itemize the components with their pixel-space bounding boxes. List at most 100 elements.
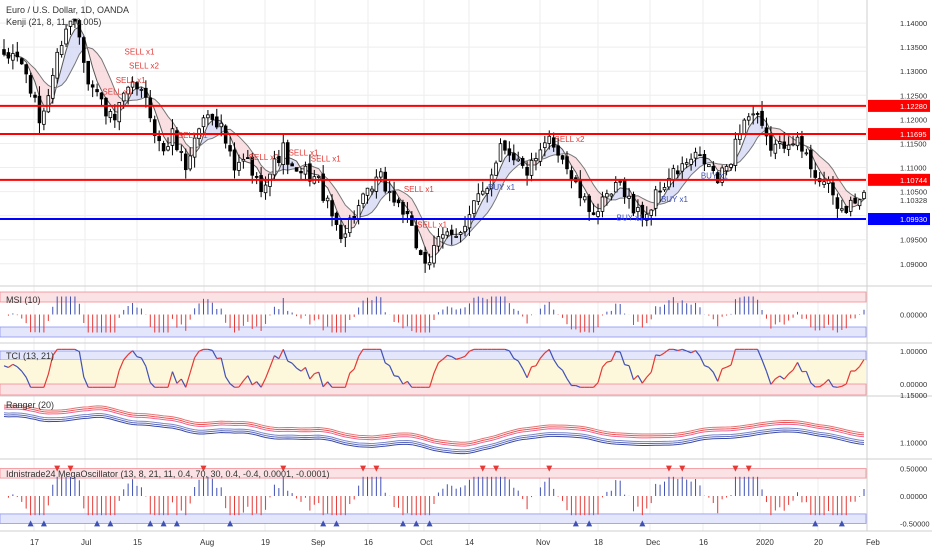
- candle-body: [512, 153, 516, 161]
- signal-label-8: SELL x1: [404, 185, 434, 194]
- candle-body: [113, 113, 117, 121]
- candle-body: [90, 84, 95, 88]
- tci-line-segment: [12, 363, 18, 368]
- candle-body: [560, 155, 565, 160]
- tci-line-segment: [269, 355, 275, 368]
- tci-line-segment: [398, 376, 404, 385]
- candle-body: [520, 157, 525, 166]
- tci-line-segment: [442, 354, 448, 360]
- candle-body: [596, 211, 600, 217]
- ma-band-segment: [571, 155, 576, 173]
- tci-line-segment: [682, 348, 687, 352]
- mega-lower-zone: [0, 513, 867, 524]
- candle-body: [840, 208, 844, 211]
- candle-body: [804, 152, 809, 155]
- candle-body: [6, 52, 11, 59]
- candle-body: [104, 97, 108, 117]
- ma-band-segment: [159, 103, 164, 137]
- candle-body: [343, 233, 348, 238]
- ma-band-segment: [35, 68, 40, 97]
- candle-body: [347, 217, 352, 234]
- tci-line-segment: [508, 350, 515, 359]
- tci-line-segment: [517, 360, 524, 369]
- tci-line-segment: [805, 371, 812, 384]
- ma-band-segment: [314, 167, 319, 176]
- time-tick-label-10: 18: [594, 538, 603, 547]
- candle-body: [325, 197, 330, 202]
- tci-line-segment: [123, 354, 129, 361]
- tci-line-segment: [531, 365, 537, 368]
- price-pane[interactable]: SELL x1 SELL x1 SELL x2 SELL x1 SELL x1 SELL …: [0, 18, 866, 273]
- tci-line-segment: [194, 350, 200, 359]
- tci-line-segment: [451, 356, 457, 360]
- tci-line-segment: [25, 376, 32, 388]
- tci-line-segment: [380, 349, 386, 364]
- tci-line-segment: [464, 350, 470, 357]
- candle-body: [33, 94, 37, 98]
- signal-label-12: BUY x1: [617, 214, 645, 223]
- ma-band-segment: [544, 146, 550, 159]
- time-tick-label-9: Nov: [536, 538, 550, 547]
- candle-body: [627, 195, 631, 199]
- ma-band-segment: [469, 218, 474, 233]
- ma-band-segment: [292, 158, 297, 170]
- level-price-tag-text-2: 1.10744: [900, 176, 927, 185]
- tci-pane[interactable]: 1.00000 0.00000: [0, 347, 927, 396]
- tci-line-segment: [757, 349, 763, 361]
- signal-label-2: SELL x2: [129, 62, 159, 71]
- megaoscillator-label[interactable]: Idnistrade24 MegaOscillator (13, 8, 21, …: [6, 469, 330, 479]
- price-tick-label-7: 1.10500: [900, 188, 927, 197]
- candle-body: [494, 162, 498, 176]
- kenji-indicator-label[interactable]: Kenji (21, 8, 11, 10.005): [6, 17, 101, 27]
- tci-line-segment: [278, 349, 284, 359]
- signal-label-10: SELL x2: [555, 135, 585, 144]
- msi-tick-0: 0.00000: [900, 311, 927, 320]
- candle-body: [742, 119, 747, 135]
- candle-body: [166, 146, 170, 151]
- candle-body: [50, 74, 55, 99]
- candle-body: [28, 75, 33, 94]
- buy-marker: [838, 520, 845, 527]
- candle-body: [458, 232, 463, 235]
- candle-body: [254, 176, 259, 178]
- price-tick-label-1: 1.13500: [900, 43, 927, 52]
- mega-oscillator-pane[interactable]: 0.50000 0.00000 -0.50000: [0, 465, 930, 529]
- price-axis[interactable]: 1.14000 1.13500 1.13000 1.12500 1.12000 1.115…: [868, 19, 930, 269]
- msi-label[interactable]: MSI (10): [6, 295, 41, 305]
- ma-band-segment: [110, 78, 115, 112]
- ma-band-segment: [101, 59, 106, 99]
- candle-body: [636, 207, 640, 212]
- tci-line-segment: [655, 354, 661, 357]
- candle-body: [290, 163, 294, 167]
- signal-label-6: SELL x1: [289, 149, 319, 158]
- ranger-label[interactable]: Ranger (20): [6, 400, 54, 410]
- candle-body: [613, 182, 618, 193]
- tci-line-segment: [690, 350, 696, 354]
- sell-marker: [67, 465, 74, 472]
- msi-pane[interactable]: 0.00000: [0, 291, 927, 338]
- candle-body: [179, 151, 184, 153]
- tci-line-segment: [309, 373, 315, 380]
- tci-line-segment: [456, 357, 461, 360]
- candle-body: [2, 49, 6, 55]
- buy-marker: [333, 520, 340, 527]
- tci-line-segment: [837, 385, 842, 388]
- signal-label-0: SELL x1: [102, 87, 132, 96]
- candle-body: [321, 173, 325, 201]
- time-axis[interactable]: 17 Jul 15 Aug 19 Sep 16 Oct 14 Nov 18 Dec 16 2020 20 Fe…: [30, 538, 880, 547]
- time-tick-label-13: 2020: [756, 538, 774, 547]
- candle-body: [86, 60, 91, 85]
- tci-line-segment: [544, 348, 550, 354]
- tci-line-segment: [353, 356, 360, 370]
- time-tick-label-0: 17: [30, 538, 39, 547]
- candle-body: [148, 97, 153, 119]
- price-tick-label-5: 1.11500: [900, 139, 927, 148]
- candle-body: [308, 163, 312, 182]
- tci-line-segment: [127, 350, 133, 356]
- ma-band-segment: [478, 200, 483, 223]
- tci-label[interactable]: TCI (13, 21): [6, 351, 54, 361]
- candle-body: [480, 190, 485, 195]
- signal-label-4: SELL x1: [178, 131, 208, 140]
- ranger-pane[interactable]: 1.15000 1.10000: [3, 391, 927, 455]
